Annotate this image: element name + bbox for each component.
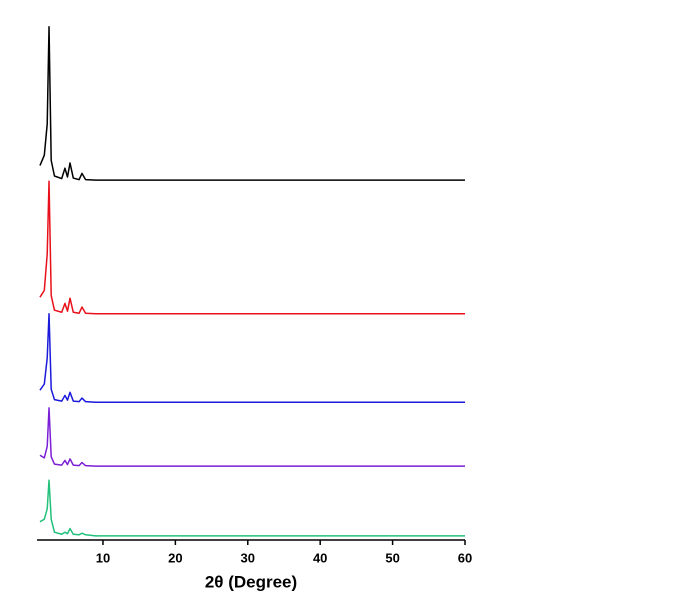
series-line bbox=[39, 479, 465, 537]
x-tick-label: 10 bbox=[96, 550, 110, 565]
series-line bbox=[39, 180, 465, 315]
x-tick-label: 40 bbox=[313, 550, 327, 565]
x-axis-label: 2θ (Degree) bbox=[205, 572, 297, 591]
x-tick-label: 20 bbox=[168, 550, 182, 565]
x-tick-label: 60 bbox=[458, 550, 472, 565]
x-tick-label: 30 bbox=[241, 550, 255, 565]
series-line bbox=[39, 313, 465, 403]
series-line bbox=[39, 407, 465, 467]
x-tick-label: 50 bbox=[385, 550, 399, 565]
series-line bbox=[39, 26, 465, 181]
